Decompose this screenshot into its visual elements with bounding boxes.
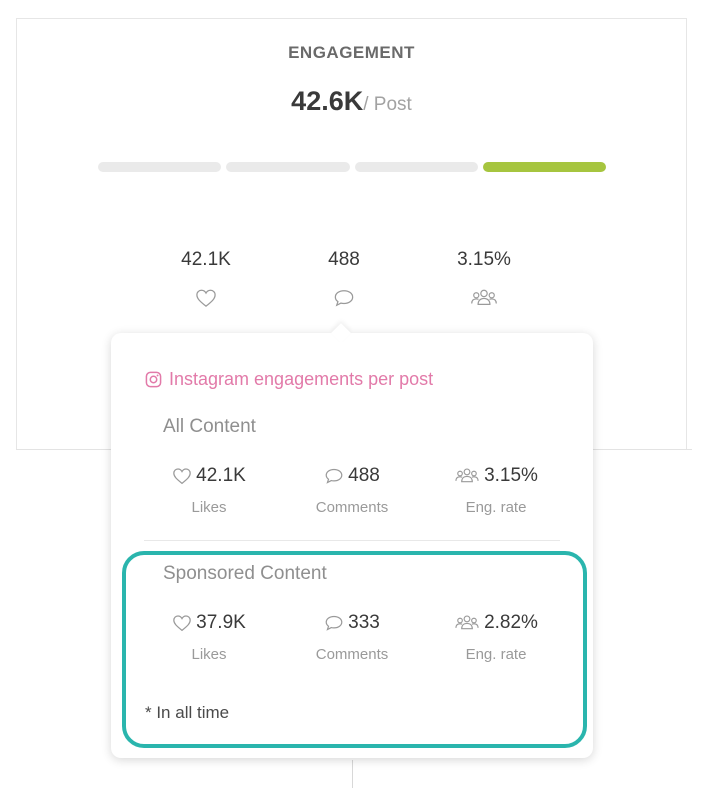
sponsored-content-highlight	[122, 551, 587, 748]
all-content-comments: 488 Comments	[282, 465, 422, 516]
popover-header-text: Instagram engagements per post	[169, 369, 434, 389]
heart-icon	[173, 468, 191, 485]
sponsored-content-likes-value: 37.9K	[196, 612, 246, 633]
engagement-card	[16, 18, 687, 450]
engagement-unit: / Post	[363, 94, 412, 115]
all-content-comments-label: Comments	[315, 499, 389, 516]
engagement-level-bar	[98, 162, 606, 172]
comment-bubble-icon	[325, 468, 343, 484]
sponsored-content-comments-value: 333	[348, 612, 380, 633]
section-divider	[144, 540, 560, 541]
all-content-likes-label: Likes	[191, 499, 227, 516]
summary-likes-value: 42.1K	[181, 249, 231, 270]
all-content-likes: 42.1K Likes	[139, 465, 279, 516]
comment-bubble-icon	[325, 615, 343, 631]
all-content-eng-rate-value: 3.15%	[484, 465, 538, 486]
sponsored-content-likes: 37.9K Likes	[139, 612, 279, 663]
sponsored-content-comments-label: Comments	[315, 646, 389, 663]
audience-group-icon	[424, 287, 544, 309]
level-segment-4	[482, 162, 606, 172]
summary-comments-value: 488	[328, 249, 360, 270]
engagement-popover	[111, 333, 593, 758]
engagement-title: ENGAGEMENT	[288, 43, 415, 62]
summary-comments[interactable]: 488	[284, 249, 404, 309]
sponsored-content-eng-rate-label: Eng. rate	[465, 646, 527, 663]
level-segment-3	[354, 162, 478, 172]
engagement-value-row: 42.6K/ Post	[16, 86, 687, 117]
all-content-eng-rate-label: Eng. rate	[465, 499, 527, 516]
level-segment-2	[226, 162, 350, 172]
all-content-eng-rate: 3.15% Eng. rate	[426, 465, 566, 516]
comment-bubble-icon	[284, 287, 404, 309]
engagement-value: 42.6K	[291, 86, 364, 116]
sponsored-content-title: Sponsored Content	[163, 563, 327, 584]
sponsored-content-comments: 333 Comments	[282, 612, 422, 663]
sponsored-content-eng-rate: 2.82% Eng. rate	[426, 612, 566, 663]
summary-likes[interactable]: 42.1K	[146, 249, 266, 309]
summary-stats: 42.1K 488 3.15%	[0, 249, 708, 319]
vertical-divider-stub	[352, 760, 353, 788]
heart-icon	[173, 615, 191, 632]
footnote: * In all time	[145, 703, 230, 722]
sponsored-content-eng-rate-value: 2.82%	[484, 612, 538, 633]
level-segment-1	[98, 162, 222, 172]
popover-header: Instagram engagements per post	[145, 369, 433, 390]
sponsored-content-likes-label: Likes	[191, 646, 227, 663]
all-content-title: All Content	[163, 416, 256, 437]
instagram-icon	[145, 371, 162, 388]
all-content-likes-value: 42.1K	[196, 465, 246, 486]
audience-group-icon	[455, 468, 479, 483]
summary-eng-rate[interactable]: 3.15%	[424, 249, 544, 309]
audience-group-icon	[455, 615, 479, 630]
heart-icon	[146, 287, 266, 309]
summary-eng-rate-value: 3.15%	[457, 249, 511, 270]
all-content-comments-value: 488	[348, 465, 380, 486]
